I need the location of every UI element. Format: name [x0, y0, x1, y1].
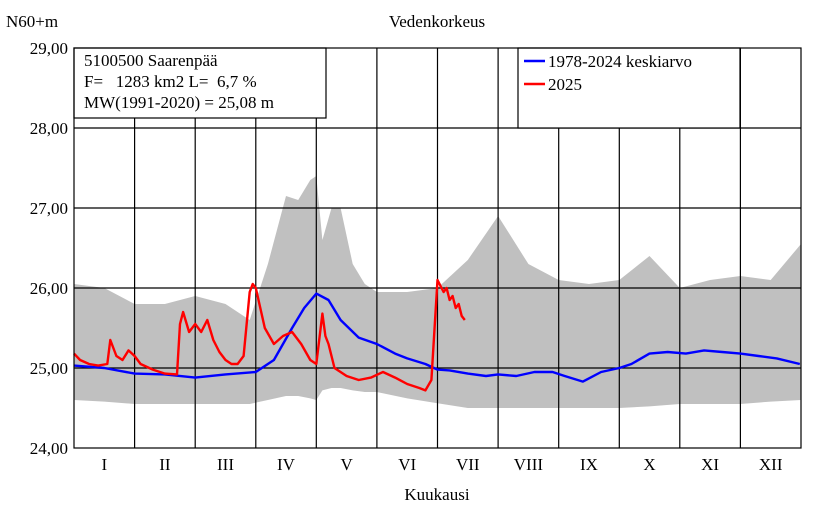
month-label: XII — [759, 455, 783, 474]
info-line: MW(1991-2020) = 25,08 m — [84, 93, 274, 112]
plot-frame — [73, 47, 802, 449]
info-line: 5100500 Saarenpää — [84, 51, 218, 70]
legend-label: 2025 — [548, 75, 582, 94]
month-label: II — [159, 455, 171, 474]
month-label: III — [217, 455, 234, 474]
y-tick-label: 26,00 — [30, 279, 68, 298]
info-box-frame — [73, 47, 327, 119]
month-label: VI — [398, 455, 416, 474]
month-label: XI — [701, 455, 719, 474]
month-label: V — [340, 455, 353, 474]
month-label: VIII — [514, 455, 544, 474]
month-label: I — [101, 455, 107, 474]
y-axis-label: N60+m — [6, 12, 58, 31]
month-label: IX — [580, 455, 598, 474]
y-tick-label: 24,00 — [30, 439, 68, 458]
x-axis-label: Kuukausi — [404, 485, 469, 504]
y-tick-label: 29,00 — [30, 39, 68, 58]
legend-frame — [517, 47, 741, 129]
y-tick-label: 25,00 — [30, 359, 68, 378]
month-label: IV — [277, 455, 296, 474]
series-line — [73, 278, 466, 392]
info-line: F= 1283 km2 L= 6,7 % — [84, 72, 257, 91]
series-layer — [73, 278, 801, 392]
month-label: VII — [456, 455, 480, 474]
chart-title: Vedenkorkeus — [389, 12, 485, 31]
legend-label: 1978-2024 keskiarvo — [548, 52, 692, 71]
y-tick-label: 28,00 — [30, 119, 68, 138]
y-tick-label: 27,00 — [30, 199, 68, 218]
month-labels: I II III IV V VI VII VIII IX X XI XII — [101, 455, 782, 474]
series-line — [73, 292, 801, 383]
info-box: 5100500 Saarenpää F= 1283 km2 L= 6,7 % MW(… — [73, 47, 327, 119]
y-tick-labels: 24,00 25,00 26,00 27,00 28,00 29,00 — [30, 39, 68, 458]
legend: 1978-2024 keskiarvo 2025 — [517, 47, 741, 129]
month-label: X — [643, 455, 655, 474]
